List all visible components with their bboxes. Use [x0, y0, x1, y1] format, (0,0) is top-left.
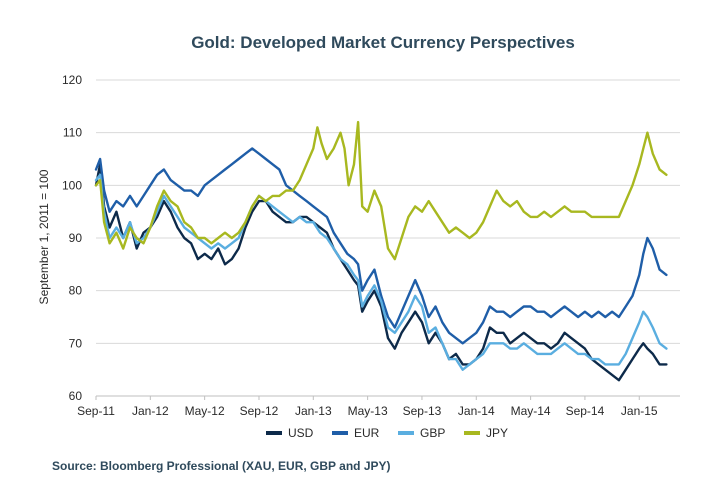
- legend-label-gbp: GBP: [420, 426, 445, 440]
- y-tick-label: 120: [62, 73, 82, 87]
- x-tick-label: May-14: [511, 404, 551, 418]
- y-tick-label: 80: [69, 284, 83, 298]
- series-line-gbp: [94, 173, 668, 371]
- x-tick-label: May-13: [348, 404, 388, 418]
- y-tick-label: 100: [62, 178, 82, 192]
- legend-label-usd: USD: [288, 426, 314, 440]
- legend: USD EUR GBP JPY: [266, 426, 508, 440]
- x-tick-label: Jan-13: [295, 404, 332, 418]
- source-note: Source: Bloomberg Professional (XAU, EUR…: [52, 459, 391, 473]
- x-tick-label: Jan-12: [132, 404, 169, 418]
- x-tick-labels: Sep-11 Jan-12 May-12 Sep-12 Jan-13 May-13 Sep-…: [77, 396, 658, 418]
- y-axis-label: September 1, 2011 = 100: [37, 169, 51, 304]
- y-tick-label: 90: [69, 231, 83, 245]
- grid-lines: [96, 79, 680, 397]
- legend-label-jpy: JPY: [486, 426, 508, 440]
- x-tick-label: Sep-11: [77, 404, 115, 418]
- y-tick-label: 60: [69, 389, 83, 403]
- x-tick-label: Jan-14: [458, 404, 495, 418]
- series-lines: [94, 120, 668, 382]
- x-tick-label: Sep-14: [566, 404, 605, 418]
- series-line-usd: [94, 163, 668, 382]
- x-tick-label: May-12: [185, 404, 225, 418]
- x-tick-label: Jan-15: [621, 404, 658, 418]
- series-line-eur: [94, 147, 668, 345]
- x-tick-label: Sep-13: [403, 404, 442, 418]
- y-tick-labels: 60 70 80 90 100 110 120: [62, 73, 82, 403]
- x-tick-label: Sep-12: [240, 404, 279, 418]
- y-tick-label: 110: [63, 126, 82, 140]
- series-line-jpy: [94, 120, 668, 261]
- y-tick-label: 70: [69, 336, 83, 350]
- chart-title: Gold: Developed Market Currency Perspect…: [191, 33, 575, 52]
- legend-label-eur: EUR: [354, 426, 380, 440]
